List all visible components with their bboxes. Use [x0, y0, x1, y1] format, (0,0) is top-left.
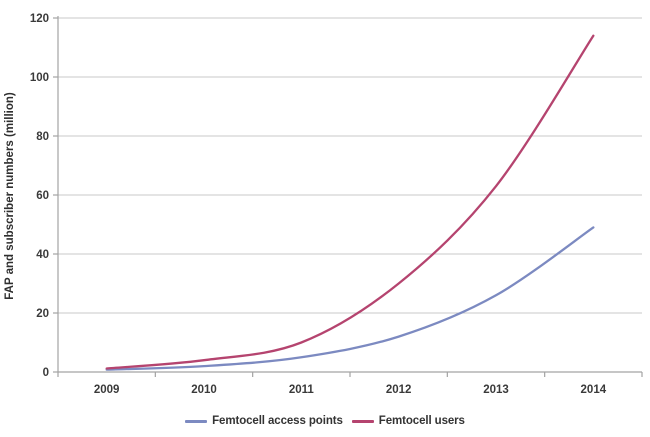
x-tick-label: 2013 [483, 384, 509, 396]
y-tick-label: 120 [30, 13, 49, 25]
y-tick-label: 100 [30, 72, 49, 84]
x-tick-label: 2011 [289, 384, 315, 396]
x-tick-label: 2009 [94, 384, 120, 396]
series-line-access-points [105, 226, 595, 371]
y-tick-label: 80 [36, 131, 49, 143]
femtocell-forecast-line-chart: 0 20 40 60 80 100 120 2009 2010 2011 2012 2013 2014 F… [4, 13, 643, 396]
legend-line-marker-blue [185, 419, 208, 423]
legend-label-femtocell-access-points: Femtocell access points [212, 415, 343, 427]
y-tick-label: 60 [36, 190, 49, 202]
y-tick-label: 20 [36, 308, 49, 320]
x-tick-label: 2014 [581, 384, 607, 396]
legend-item-femtocell-access-points: Femtocell access points [185, 415, 343, 427]
y-tick-label: 40 [36, 249, 49, 261]
y-tick-label: 0 [43, 367, 49, 379]
legend-item-femtocell-users: Femtocell users [351, 415, 465, 427]
series-line-users [105, 34, 595, 370]
y-axis-title: FAP and subscriber numbers (million) [4, 92, 16, 300]
x-tick-label: 2012 [386, 384, 412, 396]
x-tick-label: 2010 [191, 384, 217, 396]
legend-label-femtocell-users: Femtocell users [378, 415, 465, 427]
chart-legend: Femtocell access points Femtocell users [0, 409, 650, 433]
legend-line-marker-pink [351, 419, 374, 423]
